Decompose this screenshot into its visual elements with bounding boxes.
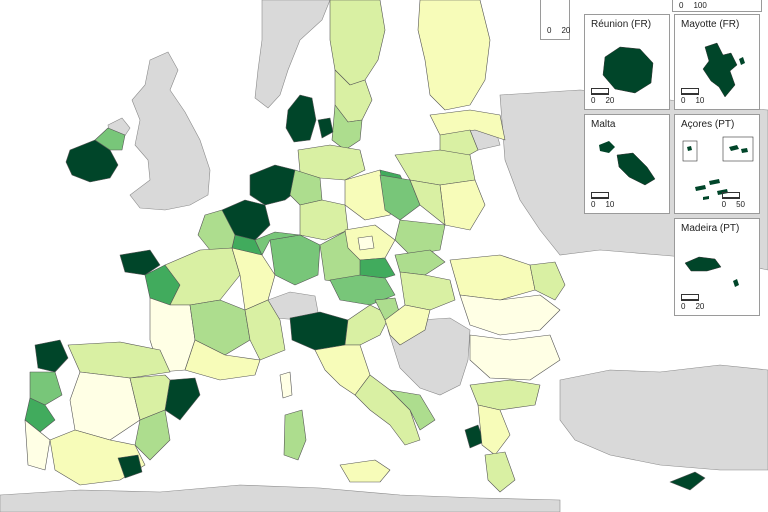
region-sk [394,249,446,276]
region-ro-east [529,261,566,301]
region-at-east [359,257,396,279]
region-sicily [339,459,391,483]
scale-bar: 0 100 [679,1,717,10]
region-corsica [279,371,293,399]
inset-top-right: 0 100 [672,0,762,12]
scale-max: 20 [561,26,571,35]
region-fr-brittany [119,249,161,276]
region-pt-south [24,419,51,471]
scale-max: 20 [695,302,705,311]
madeira-shape [684,256,739,287]
malta-shape [599,141,656,186]
scale-max: 100 [693,1,707,10]
region-gr-south [484,451,516,493]
region-ro-south [459,294,561,336]
region-es-galicia [34,339,69,373]
region-cz-prague [357,235,375,251]
region-sweden-south [331,104,363,151]
region-denmark-east [317,117,334,139]
scale-bar: 0 20 [547,26,580,35]
inset-mayotte: Mayotte (FR) 0 10 [674,14,760,110]
region-pl-mid [409,179,446,226]
region-pt-center [24,397,56,433]
scale-bar: 0 20 [681,294,714,311]
region-fr-south [184,339,261,381]
inset-title: Madeira (PT) [681,223,740,234]
region-de-west [254,231,301,256]
scale-min: 0 [679,1,684,10]
region-es-andalusia [49,429,146,486]
scale-min: 0 [591,96,596,105]
turkey [559,364,768,471]
region-fr-southeast [244,299,286,361]
inset-reunion: Réunion (FR) 0 20 [584,14,670,110]
scale-min: 0 [547,26,552,35]
inset-malta: Malta 0 10 [584,114,670,214]
scale-min: 0 [681,302,686,311]
region-gr-center [477,404,511,456]
scale-min: 0 [681,96,686,105]
north-africa [0,484,561,512]
inset-title: Mayotte (FR) [681,19,740,30]
inset-title: Réunion (FR) [591,19,652,30]
scale-bar: 0 50 [721,192,755,209]
region-es-south-dark [117,454,143,479]
acores-shape [682,136,754,200]
great-britain [129,51,211,211]
region-it-heel [389,389,436,431]
scale-min: 0 [591,200,596,209]
region-cyprus [669,471,706,491]
region-it-south [354,374,421,446]
scale-bar: 0 20 [591,88,624,105]
scale-max: 10 [695,96,705,105]
reunion-shape [602,46,654,94]
region-hr [384,304,431,346]
scale-max: 10 [605,200,615,209]
norway [254,0,331,109]
region-es-aragon [129,374,171,421]
region-sardinia [283,409,307,461]
inset-top-left: 0 20 [540,0,570,40]
region-pt-north [29,371,63,406]
mayotte-shape [702,42,745,98]
inset-title: Açores (PT) [681,119,735,130]
region-bg [469,334,561,381]
region-ireland-north [94,127,126,151]
inset-acores: Açores (PT) 0 50 [674,114,760,214]
region-pl-center [379,174,421,221]
region-denmark-west [285,94,317,143]
scale-bar: 0 10 [591,192,624,209]
inset-title: Malta [591,119,616,130]
scale-bar: 0 10 [681,88,714,105]
region-finland [417,0,491,111]
eu-regions [24,0,706,493]
scale-max: 50 [736,200,745,209]
region-es-valencia [134,409,171,461]
scale-min: 0 [721,200,727,209]
inset-madeira: Madeira (PT) 0 20 [674,218,760,316]
scale-max: 20 [605,96,615,105]
